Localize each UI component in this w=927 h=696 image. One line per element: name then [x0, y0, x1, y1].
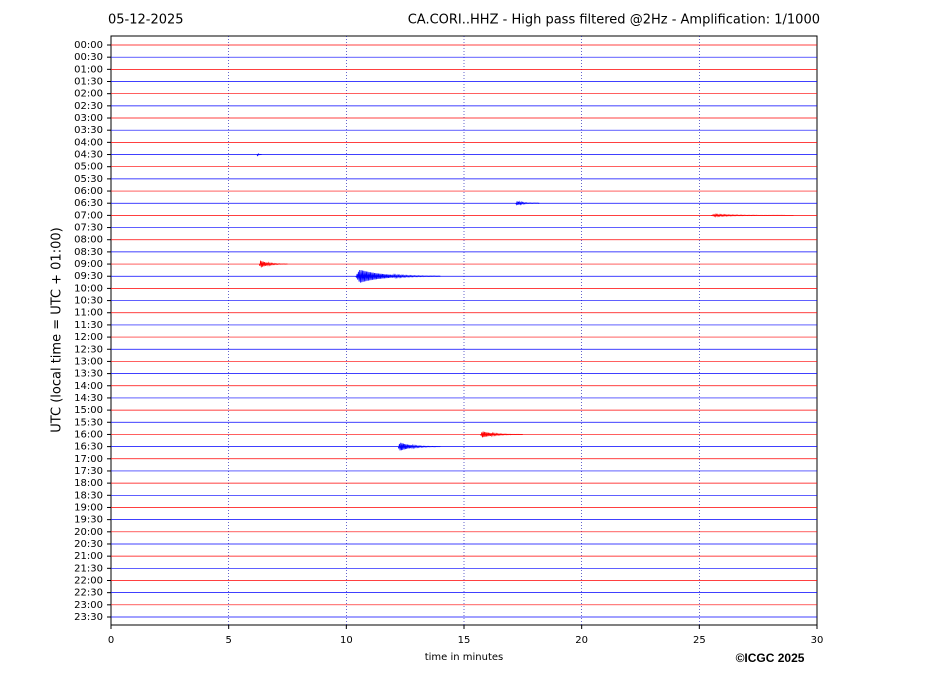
x-tick-label: 15 [458, 635, 471, 646]
y-tick-label: 03:00 [74, 113, 103, 124]
y-tick-label: 01:30 [74, 77, 103, 88]
chart-title: CA.CORI..HHZ - High pass filtered @2Hz -… [408, 13, 820, 28]
y-tick-label: 15:30 [74, 417, 103, 428]
y-tick-label: 03:30 [74, 125, 103, 136]
x-tick-label: 25 [693, 635, 706, 646]
y-tick-label: 18:30 [74, 490, 103, 501]
seismic-event [710, 213, 794, 218]
y-tick-label: 04:00 [74, 137, 103, 148]
y-tick-label: 09:30 [74, 271, 103, 282]
y-axis-label: UTC (local time = UTC + 01:00) [50, 227, 65, 432]
y-tick-label: 16:30 [74, 442, 103, 453]
y-tick-label: 23:00 [74, 600, 103, 611]
y-tick-label: 00:30 [74, 52, 103, 63]
y-tick-label: 10:30 [74, 296, 103, 307]
x-tick-label: 5 [225, 635, 231, 646]
y-tick-label: 23:30 [74, 612, 103, 623]
y-tick-label: 05:30 [74, 174, 103, 185]
x-tick-label: 10 [340, 635, 353, 646]
y-tick-label: 13:30 [74, 369, 103, 380]
seismic-event [258, 260, 288, 268]
y-tick-label: 14:00 [74, 381, 103, 392]
y-tick-label: 17:00 [74, 454, 103, 465]
y-tick-label: 20:30 [74, 539, 103, 550]
chart-date: 05-12-2025 [108, 13, 184, 28]
y-tick-label: 04:30 [74, 150, 103, 161]
x-tick-label: 0 [108, 635, 114, 646]
x-tick-label: 30 [811, 635, 824, 646]
seismic-event [355, 269, 441, 283]
y-tick-label: 02:00 [74, 89, 103, 100]
seismic-event [515, 200, 540, 206]
seismic-event [480, 431, 523, 438]
y-tick-label: 20:00 [74, 527, 103, 538]
x-tick-label: 20 [575, 635, 588, 646]
seismic-event [256, 153, 262, 157]
y-tick-label: 11:30 [74, 320, 103, 331]
y-tick-label: 01:00 [74, 64, 103, 75]
y-tick-label: 21:30 [74, 563, 103, 574]
y-tick-label: 12:30 [74, 344, 103, 355]
y-tick-label: 09:00 [74, 259, 103, 270]
seismic-event [397, 442, 441, 451]
y-tick-label: 18:00 [74, 478, 103, 489]
y-tick-label: 14:30 [74, 393, 103, 404]
copyright: ©ICGC 2025 [736, 651, 805, 665]
y-tick-label: 08:00 [74, 235, 103, 246]
y-tick-label: 06:00 [74, 186, 103, 197]
y-tick-label: 19:00 [74, 502, 103, 513]
y-tick-label: 05:00 [74, 162, 103, 173]
y-tick-label: 22:30 [74, 588, 103, 599]
y-tick-label: 07:30 [74, 223, 103, 234]
y-tick-label: 11:00 [74, 308, 103, 319]
y-tick-label: 13:00 [74, 356, 103, 367]
y-tick-label: 07:00 [74, 210, 103, 221]
y-tick-label: 16:00 [74, 429, 103, 440]
x-axis-label: time in minutes [425, 652, 504, 663]
y-tick-label: 00:00 [74, 40, 103, 51]
y-tick-label: 06:30 [74, 198, 103, 209]
y-tick-label: 10:00 [74, 283, 103, 294]
y-tick-label: 19:30 [74, 515, 103, 526]
y-tick-label: 02:30 [74, 101, 103, 112]
y-tick-label: 12:00 [74, 332, 103, 343]
y-tick-label: 17:30 [74, 466, 103, 477]
y-tick-label: 08:30 [74, 247, 103, 258]
y-tick-label: 22:00 [74, 575, 103, 586]
y-tick-label: 15:00 [74, 405, 103, 416]
y-tick-label: 21:00 [74, 551, 103, 562]
